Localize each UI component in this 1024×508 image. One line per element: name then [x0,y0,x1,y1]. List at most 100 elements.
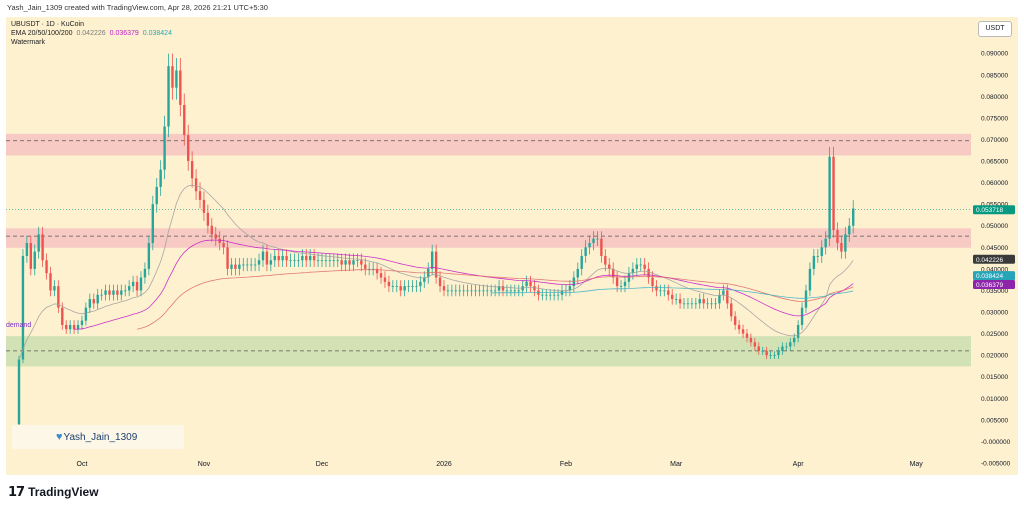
candle-body [340,260,343,265]
candle-body [726,290,729,304]
candle-body [714,303,717,305]
candle-body [753,342,757,347]
candle-body [324,260,328,262]
author-watermark: ♥Yash_Jain_1309 [12,425,184,449]
chart-caption: Yash_Jain_1309 created with TradingView.… [7,3,268,12]
candle-body [297,260,300,262]
candle-body [765,350,768,356]
candle-body [592,238,595,243]
tradingview-logo[interactable]: 17 TradingView [8,482,99,502]
candle-body [710,303,713,305]
candle-body [214,234,217,239]
candle-body [45,260,48,274]
candle-body [722,290,725,295]
candle-body [462,290,465,292]
candle-body [112,290,115,295]
symbol-line[interactable]: UBUSDT · 1D · KuCoin [11,21,85,28]
ema-row[interactable]: EMA 20/50/100/200 0.042226 0.036379 0.03… [11,29,172,38]
candle-body [76,324,80,330]
candle-body [556,294,560,296]
candle-body [301,255,304,261]
candle-body [61,307,64,325]
candle-body [651,277,654,287]
price-tick-label: 0.045000 [981,245,1008,252]
price-label-text: 0.053718 [976,207,1003,214]
currency-unit-button[interactable]: USDT [978,21,1012,37]
candle-body [718,294,721,304]
candle-body [190,161,194,179]
chart-panel[interactable]: 0.0950000.0900000.0850000.0800000.075000… [6,17,1018,475]
candle-body [175,70,178,88]
candle-body [293,260,296,262]
price-tick-label: -0.005000 [981,461,1011,468]
price-tick-label: 0.060000 [981,180,1008,187]
candle-body [167,66,170,127]
candle-body [533,286,536,291]
candle-body [627,273,631,282]
candle-body [639,264,642,266]
time-tick-label: May [910,461,924,468]
candle-body [360,260,363,265]
candle-body [364,264,367,269]
watermark-legend[interactable]: Watermark [11,39,45,46]
tradingview-logo-text: TradingView [28,485,99,499]
candle-body [108,290,111,295]
candle-body [812,255,816,269]
candle-body [395,286,398,287]
candle-body [828,156,831,239]
candle-body [143,268,147,278]
candle-body [490,290,493,292]
candle-body [249,264,253,266]
candle-body [368,268,371,270]
candle-body [17,359,21,425]
candle-body [604,255,607,265]
demand-zone [6,336,971,367]
candle-body [198,191,202,200]
candle-body [576,268,579,278]
candle-body [596,238,599,240]
candle-body [179,70,182,105]
candle-body [450,290,454,292]
price-chart[interactable]: 0.0950000.0900000.0850000.0800000.075000… [6,17,1018,475]
candle-body [580,255,583,269]
candle-body [698,299,701,304]
candle-body [120,290,123,295]
candle-body [474,290,477,292]
time-tick-label: Apr [793,461,805,468]
candle-body [49,273,52,291]
candle-body [446,290,450,292]
candle-body [135,281,139,291]
candle-body [800,307,804,325]
heart-icon: ♥ [56,431,63,443]
candle-body [623,281,627,287]
candle-body [501,286,505,291]
candle-body [202,199,206,213]
candle-body [285,255,288,261]
candle-body [529,281,532,287]
price-tick-label: 0.040000 [981,266,1008,273]
candle-body [745,333,749,338]
candle-body [171,66,174,88]
candle-body [147,243,151,269]
candle-body [749,337,753,343]
candle-body [773,355,776,356]
candle-body [848,225,851,235]
candle-body [21,255,25,360]
candle-body [281,255,284,261]
candle-body [72,324,76,330]
ema50-value: 0.036379 [109,30,139,37]
candle-body [88,299,92,308]
candle-body [104,290,107,295]
candle-body [568,286,572,291]
candle-body [265,251,269,265]
price-tick-label: 0.055000 [981,202,1008,209]
candle-body [741,329,745,334]
time-tick-label: Nov [198,461,211,468]
price-label-text: 0.038424 [976,273,1003,280]
ema200-value: 0.038424 [142,30,172,37]
price-tick-label: 0.090000 [981,51,1008,58]
candle-body [289,260,292,262]
candle-body [356,260,359,262]
candle-body [643,264,646,269]
candle-body [517,290,520,292]
